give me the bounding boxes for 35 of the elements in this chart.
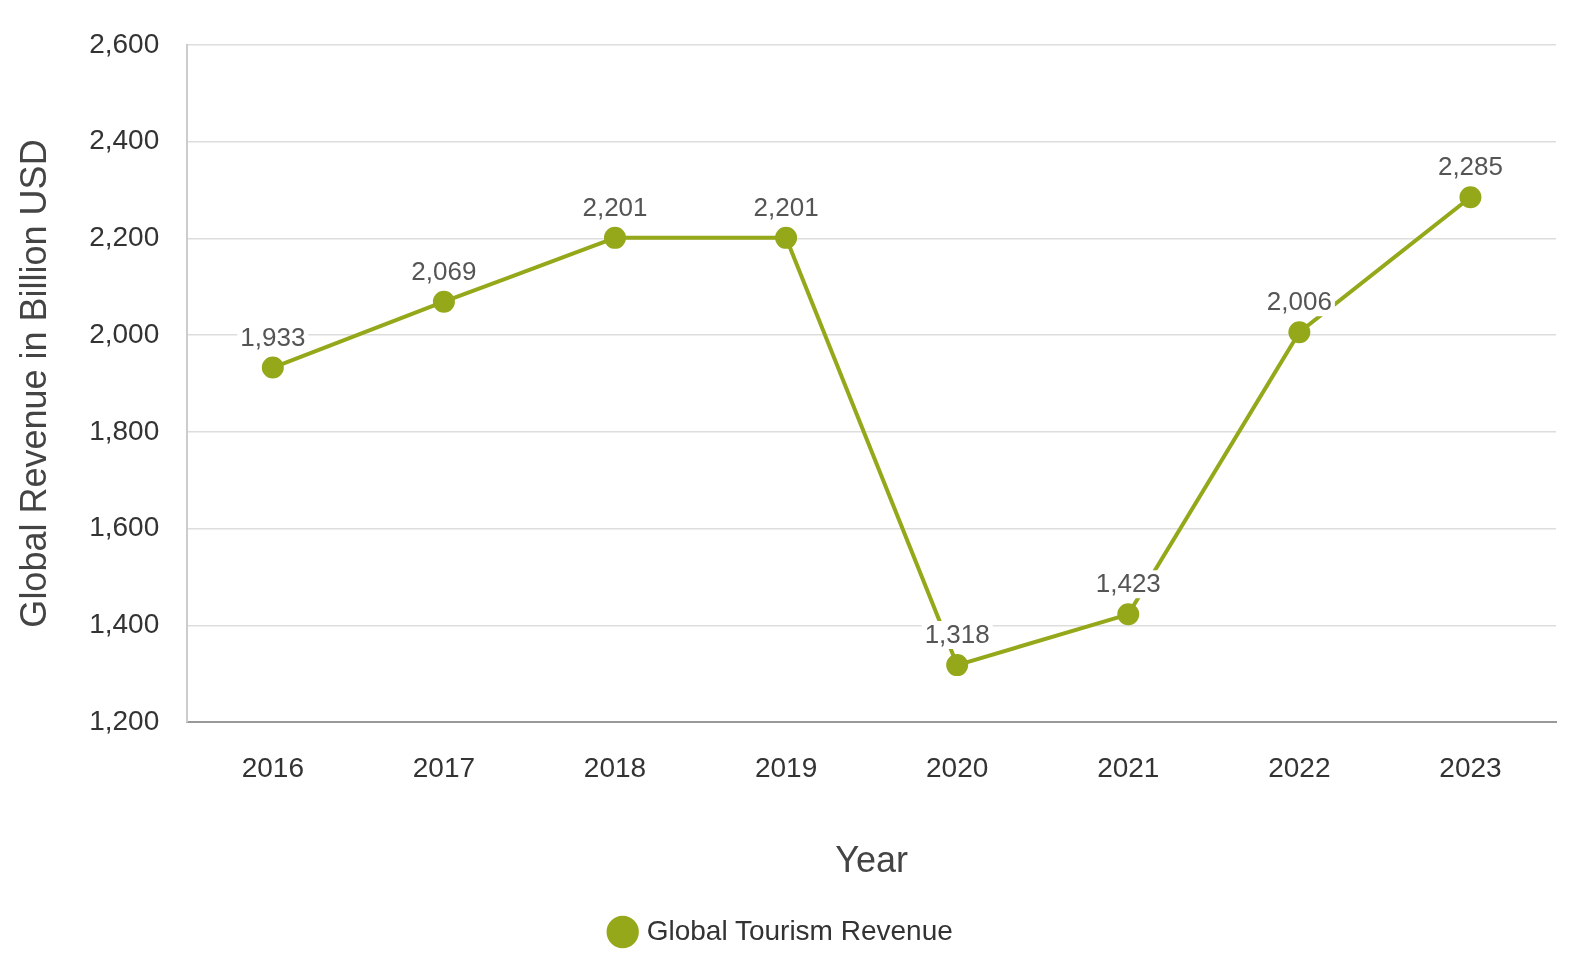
point: [604, 226, 626, 249]
point: [946, 654, 969, 677]
x-tick-label: 2021: [1097, 751, 1160, 783]
data-label: 1,933: [240, 321, 306, 352]
y-axis-title: Global Revenue in Billion USD: [12, 139, 54, 628]
x-tick-label: 2017: [412, 751, 476, 783]
data-label: 2,006: [1266, 286, 1332, 317]
x-tick-label: 2019: [754, 751, 818, 783]
y-tick-label: 2,400: [89, 124, 160, 156]
legend-label: Global Tourism Revenue: [646, 914, 953, 946]
data-label: 2,201: [582, 192, 648, 223]
y-tick-label: 1,800: [89, 414, 160, 446]
point: [261, 356, 284, 379]
x-tick-label: 2020: [926, 751, 989, 783]
point: [1288, 321, 1311, 344]
x-tick-label: 2016: [241, 751, 304, 783]
data-label: 2,069: [411, 255, 477, 286]
y-tick-label: 1,200: [89, 704, 160, 736]
y-tick-label: 2,200: [89, 221, 160, 253]
y-tick-label: 2,600: [89, 27, 160, 59]
x-tick-label: 2018: [583, 751, 647, 783]
point: [1117, 603, 1140, 626]
y-tick-label: 1,600: [89, 511, 160, 543]
point: [432, 290, 455, 313]
y-tick-label: 2,000: [89, 317, 160, 349]
point: [1459, 186, 1482, 209]
x-tick-label: 2023: [1439, 751, 1502, 783]
x-tick-label: 2022: [1268, 751, 1331, 783]
data-label: 2,201: [753, 192, 819, 223]
x-axis-title: Year: [835, 839, 909, 881]
data-label: 1,423: [1095, 568, 1161, 599]
point: [775, 226, 798, 249]
data-label: 2,285: [1437, 151, 1503, 182]
data-label: 1,318: [924, 619, 990, 650]
y-tick-label: 1,400: [89, 608, 160, 640]
